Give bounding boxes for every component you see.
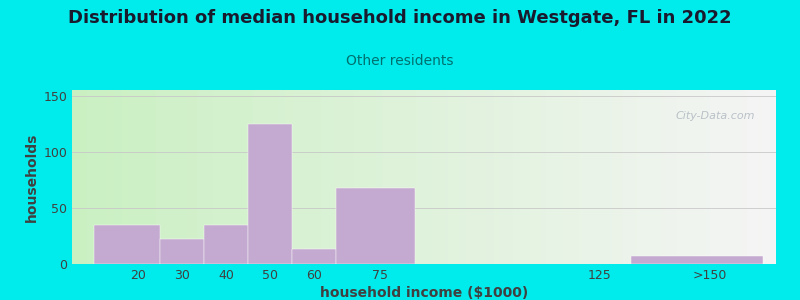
Y-axis label: households: households — [25, 132, 39, 222]
Bar — [292, 249, 336, 264]
Text: Other residents: Other residents — [346, 54, 454, 68]
Bar — [204, 225, 248, 264]
X-axis label: household income ($1000): household income ($1000) — [320, 286, 528, 300]
Bar — [94, 225, 160, 264]
Bar — [248, 124, 292, 264]
Text: City-Data.com: City-Data.com — [675, 111, 755, 121]
Bar — [336, 188, 415, 264]
Text: Distribution of median household income in Westgate, FL in 2022: Distribution of median household income … — [68, 9, 732, 27]
Bar — [631, 256, 763, 264]
Bar — [160, 239, 204, 264]
